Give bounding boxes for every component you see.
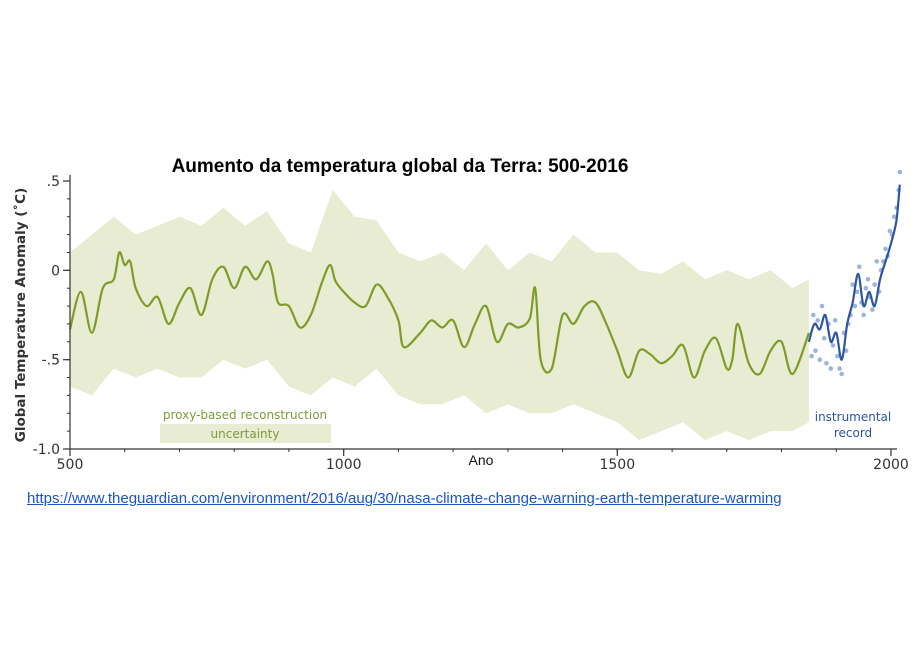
instrumental-point (824, 360, 829, 366)
instrumental-point (811, 312, 816, 318)
x-tick-label: 2000 (873, 457, 909, 473)
y-axis-label: Global Temperature Anomaly (˚C) (12, 188, 29, 443)
reconstruction-line (68, 251, 810, 379)
instrumental-point (865, 277, 871, 282)
instrumental-point (861, 312, 866, 318)
legend: proxy-based reconstruction uncertainty (160, 408, 331, 443)
x-tick-label: 1500 (599, 457, 635, 473)
x-tick-label: 1000 (326, 457, 362, 473)
instrumental-point (830, 343, 836, 348)
instrumental-point (839, 371, 844, 377)
reconstruction-line-layer (68, 251, 810, 379)
instrumental-point (870, 307, 875, 312)
instrumental-annotation-line1: instrumental (815, 410, 892, 424)
y-tick-label: 0 (51, 263, 60, 279)
instrumental-point (887, 228, 893, 234)
instrumental-point (852, 303, 858, 309)
y-tick-label: -1.0 (33, 442, 60, 458)
legend-uncertainty-label: uncertainty (211, 427, 280, 441)
legend-reconstruction-label: proxy-based reconstruction (163, 408, 327, 422)
instrumental-layer (807, 169, 903, 377)
x-axis-label: Ano (469, 452, 494, 468)
instrumental-point (897, 169, 903, 175)
instrumental-point (832, 318, 838, 323)
instrumental-point (817, 357, 823, 363)
instrumental-point (883, 246, 888, 252)
y-tick-label: .5 (47, 174, 60, 190)
x-tick-label: 500 (57, 457, 84, 473)
instrumental-point (809, 353, 814, 359)
source-link[interactable]: https://www.theguardian.com/environment/… (27, 490, 782, 507)
instrumental-point (857, 264, 862, 270)
instrumental-annotation-line2: record (834, 426, 872, 440)
instrumental-point (863, 285, 869, 291)
instrumental-line (807, 184, 901, 361)
y-tick-label: -.5 (42, 353, 60, 369)
instrumental-point (872, 282, 877, 287)
instrumental-point (837, 366, 842, 371)
instrumental-point (835, 353, 840, 359)
instrumental-point (843, 348, 849, 354)
instrumental-point (892, 214, 897, 219)
instrumental-point (854, 289, 860, 295)
instrumental-point (813, 348, 818, 354)
uncertainty-band (70, 189, 809, 441)
instrumental-point (819, 303, 825, 309)
instrumental-point (815, 318, 820, 323)
instrumental-point (850, 282, 855, 287)
instrumental-point (874, 259, 880, 264)
instrumental-point (828, 366, 834, 371)
instrumental-point (821, 335, 827, 341)
chart-title: Aumento da temperatura global da Terra: … (172, 156, 629, 177)
uncertainty-band-layer (70, 189, 809, 441)
uncertainty-legend-swatch (160, 424, 331, 443)
